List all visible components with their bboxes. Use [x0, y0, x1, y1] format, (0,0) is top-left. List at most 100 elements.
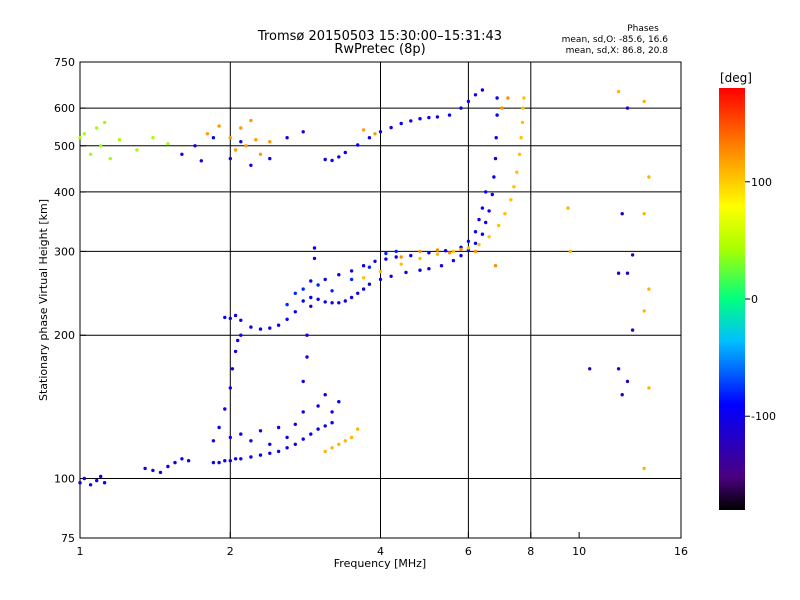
data-point: [356, 143, 360, 147]
data-point: [427, 115, 431, 120]
chart-title: Tromsø 20150503 15:30:00–15:31:43: [257, 29, 502, 44]
data-point: [330, 289, 334, 293]
data-point: [466, 99, 471, 104]
data-point: [343, 299, 347, 303]
data-point: [480, 232, 485, 236]
data-point: [323, 157, 327, 162]
y-tick-label: 75: [61, 532, 75, 545]
data-point: [349, 277, 354, 282]
data-point: [285, 302, 289, 307]
data-point: [309, 295, 313, 300]
data-point: [647, 175, 651, 179]
y-axis-ticks: 75 100 200 300 400 500 600 750: [54, 56, 86, 545]
data-point: [477, 217, 481, 222]
data-point: [356, 427, 360, 431]
data-point: [337, 273, 341, 277]
data-point: [473, 93, 478, 97]
data-point: [258, 327, 263, 331]
data-point: [427, 251, 431, 255]
data-point: [459, 247, 463, 252]
data-point: [642, 466, 646, 471]
y-tick-label: 600: [54, 102, 75, 115]
data-point: [515, 170, 519, 174]
data-point: [517, 152, 522, 156]
y-tick-label: 300: [54, 245, 75, 258]
data-point: [258, 152, 263, 156]
data-point: [522, 96, 526, 100]
data-point: [316, 297, 320, 301]
colorbar-tick-label: 100: [751, 176, 772, 189]
data-point: [249, 118, 253, 123]
data-point: [95, 478, 99, 483]
data-point: [166, 464, 170, 469]
data-point: [384, 251, 388, 256]
data-point: [316, 427, 320, 431]
data-point: [566, 206, 570, 210]
data-point: [349, 295, 354, 300]
data-point: [285, 435, 289, 440]
data-point: [487, 235, 491, 239]
grid-lines: [80, 62, 681, 538]
data-point: [239, 318, 243, 322]
data-point: [276, 323, 281, 327]
data-point: [373, 259, 377, 263]
phase-info-heading: Phases: [627, 24, 659, 34]
data-point: [356, 291, 360, 295]
data-point: [223, 315, 227, 320]
data-point: [367, 136, 372, 140]
data-point: [477, 242, 481, 247]
data-point: [588, 367, 592, 371]
data-point: [239, 140, 243, 144]
data-point: [151, 136, 155, 140]
data-point: [343, 150, 347, 155]
data-point: [301, 379, 305, 384]
data-point: [521, 106, 525, 110]
data-point: [239, 126, 243, 130]
data-point: [330, 410, 334, 414]
data-point: [443, 249, 448, 253]
data-point: [82, 132, 87, 136]
data-point: [418, 268, 422, 272]
data-point: [447, 113, 452, 117]
data-point: [249, 325, 253, 329]
data-point: [236, 338, 240, 343]
data-point: [625, 106, 630, 110]
data-point: [330, 421, 334, 425]
data-point: [466, 246, 471, 250]
data-point: [258, 453, 263, 457]
data-point: [349, 269, 354, 273]
data-point: [293, 422, 297, 426]
x-axis-label: Frequency [MHz]: [334, 557, 426, 570]
data-point: [233, 313, 238, 318]
y-tick-label: 500: [54, 140, 75, 153]
data-point: [223, 407, 227, 411]
data-point: [309, 279, 313, 283]
data-point: [312, 256, 317, 261]
data-point: [217, 124, 221, 128]
data-point: [239, 333, 243, 337]
data-point: [330, 446, 334, 450]
data-point: [186, 459, 191, 463]
data-point: [620, 212, 624, 216]
x-tick-label: 6: [465, 545, 472, 558]
data-point: [616, 271, 621, 275]
data-point: [211, 460, 216, 465]
data-point: [367, 265, 372, 269]
data-point: [484, 220, 488, 225]
data-point: [497, 223, 501, 228]
data-point: [173, 460, 177, 465]
data-point: [361, 276, 366, 280]
data-point: [642, 309, 646, 313]
data-point: [301, 287, 305, 291]
data-point: [102, 481, 107, 485]
data-point: [268, 442, 272, 446]
x-axis-ticks: 1 2 4 6 8 10 16: [77, 532, 688, 558]
data-point: [378, 270, 383, 274]
colorbar-label: [deg]: [720, 71, 752, 85]
data-point: [180, 457, 184, 461]
data-point: [330, 301, 334, 305]
data-point: [268, 140, 272, 144]
colorbar: [719, 88, 745, 510]
data-point: [500, 106, 504, 110]
